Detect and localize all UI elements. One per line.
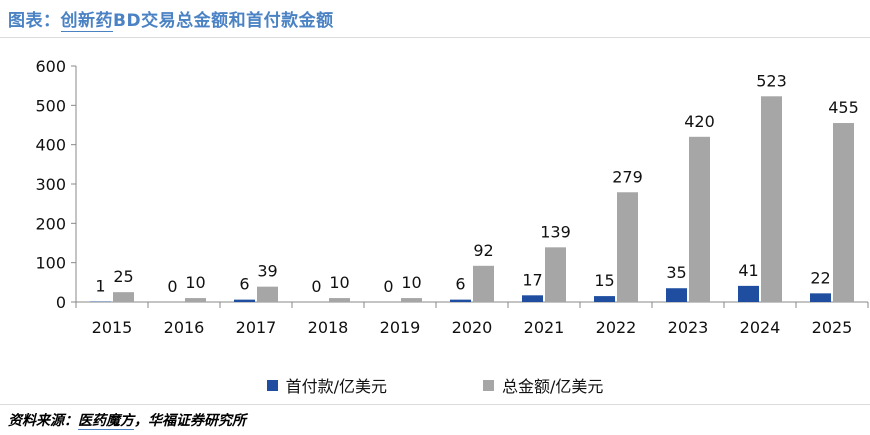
bar-total-2017	[257, 286, 278, 302]
bar-total-2025	[833, 123, 854, 303]
x-tick-label: 2016	[164, 318, 205, 337]
source-underlined: 医药魔方	[78, 413, 134, 430]
bar-total-2015	[113, 292, 134, 302]
data-label-total-2020: 92	[473, 241, 493, 260]
x-tick-label: 2019	[380, 318, 421, 337]
top-divider	[0, 37, 870, 38]
y-tick-label: 500	[35, 96, 66, 115]
data-label-total-2019: 10	[401, 273, 421, 292]
bar-total-2018	[329, 298, 350, 302]
bottom-divider	[0, 404, 870, 405]
x-tick-label: 2022	[596, 318, 637, 337]
chart-title: 图表：创新药BD交易总金额和首付款金额	[8, 6, 334, 32]
bar-upfront-2022	[594, 296, 615, 302]
data-label-upfront-2025: 22	[810, 268, 830, 287]
data-label-upfront-2024: 41	[738, 261, 758, 280]
data-label-upfront-2021: 17	[522, 270, 542, 289]
legend-item-total: 总金额/亿美元	[483, 373, 603, 397]
legend-swatch-upfront	[266, 379, 278, 391]
bar-total-2020	[473, 265, 494, 302]
data-label-upfront-2023: 35	[666, 263, 686, 282]
data-label-total-2015: 25	[113, 267, 133, 286]
bar-upfront-2020	[450, 299, 471, 302]
data-label-upfront-2020: 6	[455, 275, 465, 294]
x-tick-label: 2018	[308, 318, 349, 337]
y-tick-label: 0	[56, 293, 66, 312]
bar-upfront-2025	[810, 293, 831, 302]
y-tick-label: 400	[35, 136, 66, 155]
bar-total-2023	[689, 136, 710, 302]
bar-total-2024	[761, 96, 782, 302]
data-label-upfront-2022: 15	[594, 271, 614, 290]
data-label-total-2023: 420	[684, 112, 715, 131]
data-label-total-2024: 523	[756, 71, 787, 90]
source-rest: ，华福证券研究所	[134, 413, 246, 429]
x-tick-label: 2015	[92, 318, 133, 337]
x-tick-label: 2017	[236, 318, 277, 337]
legend-swatch-total	[483, 379, 494, 391]
bar-upfront-2021	[522, 295, 543, 302]
title-rest: BD交易总金额和首付款金额	[113, 11, 334, 31]
bar-total-2016	[185, 298, 206, 302]
title-underlined: 创新药	[60, 11, 113, 32]
data-label-total-2025: 455	[828, 98, 859, 117]
y-tick-label: 200	[35, 214, 66, 233]
x-tick-label: 2020	[452, 318, 493, 337]
data-label-upfront-2019: 0	[383, 277, 393, 296]
legend-item-upfront: 首付款/亿美元	[266, 373, 387, 397]
bar-total-2019	[401, 298, 422, 302]
data-label-total-2016: 10	[185, 273, 205, 292]
data-label-upfront-2017: 6	[239, 275, 249, 294]
source-note: 资料来源：医药魔方，华福证券研究所	[8, 410, 246, 430]
bar-total-2021	[545, 247, 566, 302]
y-tick-label: 300	[35, 175, 66, 194]
source-prefix: 资料来源：	[8, 413, 78, 429]
x-tick-label: 2024	[740, 318, 781, 337]
x-tick-label: 2021	[524, 318, 565, 337]
data-label-total-2018: 10	[329, 273, 349, 292]
legend-label-total: 总金额/亿美元	[502, 377, 604, 396]
x-tick-label: 2025	[812, 318, 853, 337]
x-tick-label: 2023	[668, 318, 709, 337]
bar-upfront-2023	[666, 288, 687, 302]
data-label-total-2022: 279	[612, 167, 643, 186]
y-tick-label: 600	[35, 57, 66, 76]
legend: 首付款/亿美元 总金额/亿美元	[0, 373, 870, 397]
data-label-upfront-2018: 0	[311, 277, 321, 296]
data-label-total-2021: 139	[540, 222, 571, 241]
data-label-upfront-2016: 0	[167, 277, 177, 296]
bar-upfront-2017	[234, 299, 255, 302]
legend-label-upfront: 首付款/亿美元	[285, 377, 387, 396]
y-tick-label: 100	[35, 254, 66, 273]
bar-total-2022	[617, 192, 638, 302]
data-label-total-2017: 39	[257, 262, 277, 281]
bar-upfront-2024	[738, 285, 759, 302]
title-prefix: 图表：	[8, 11, 61, 31]
data-label-upfront-2015: 1	[95, 277, 105, 296]
